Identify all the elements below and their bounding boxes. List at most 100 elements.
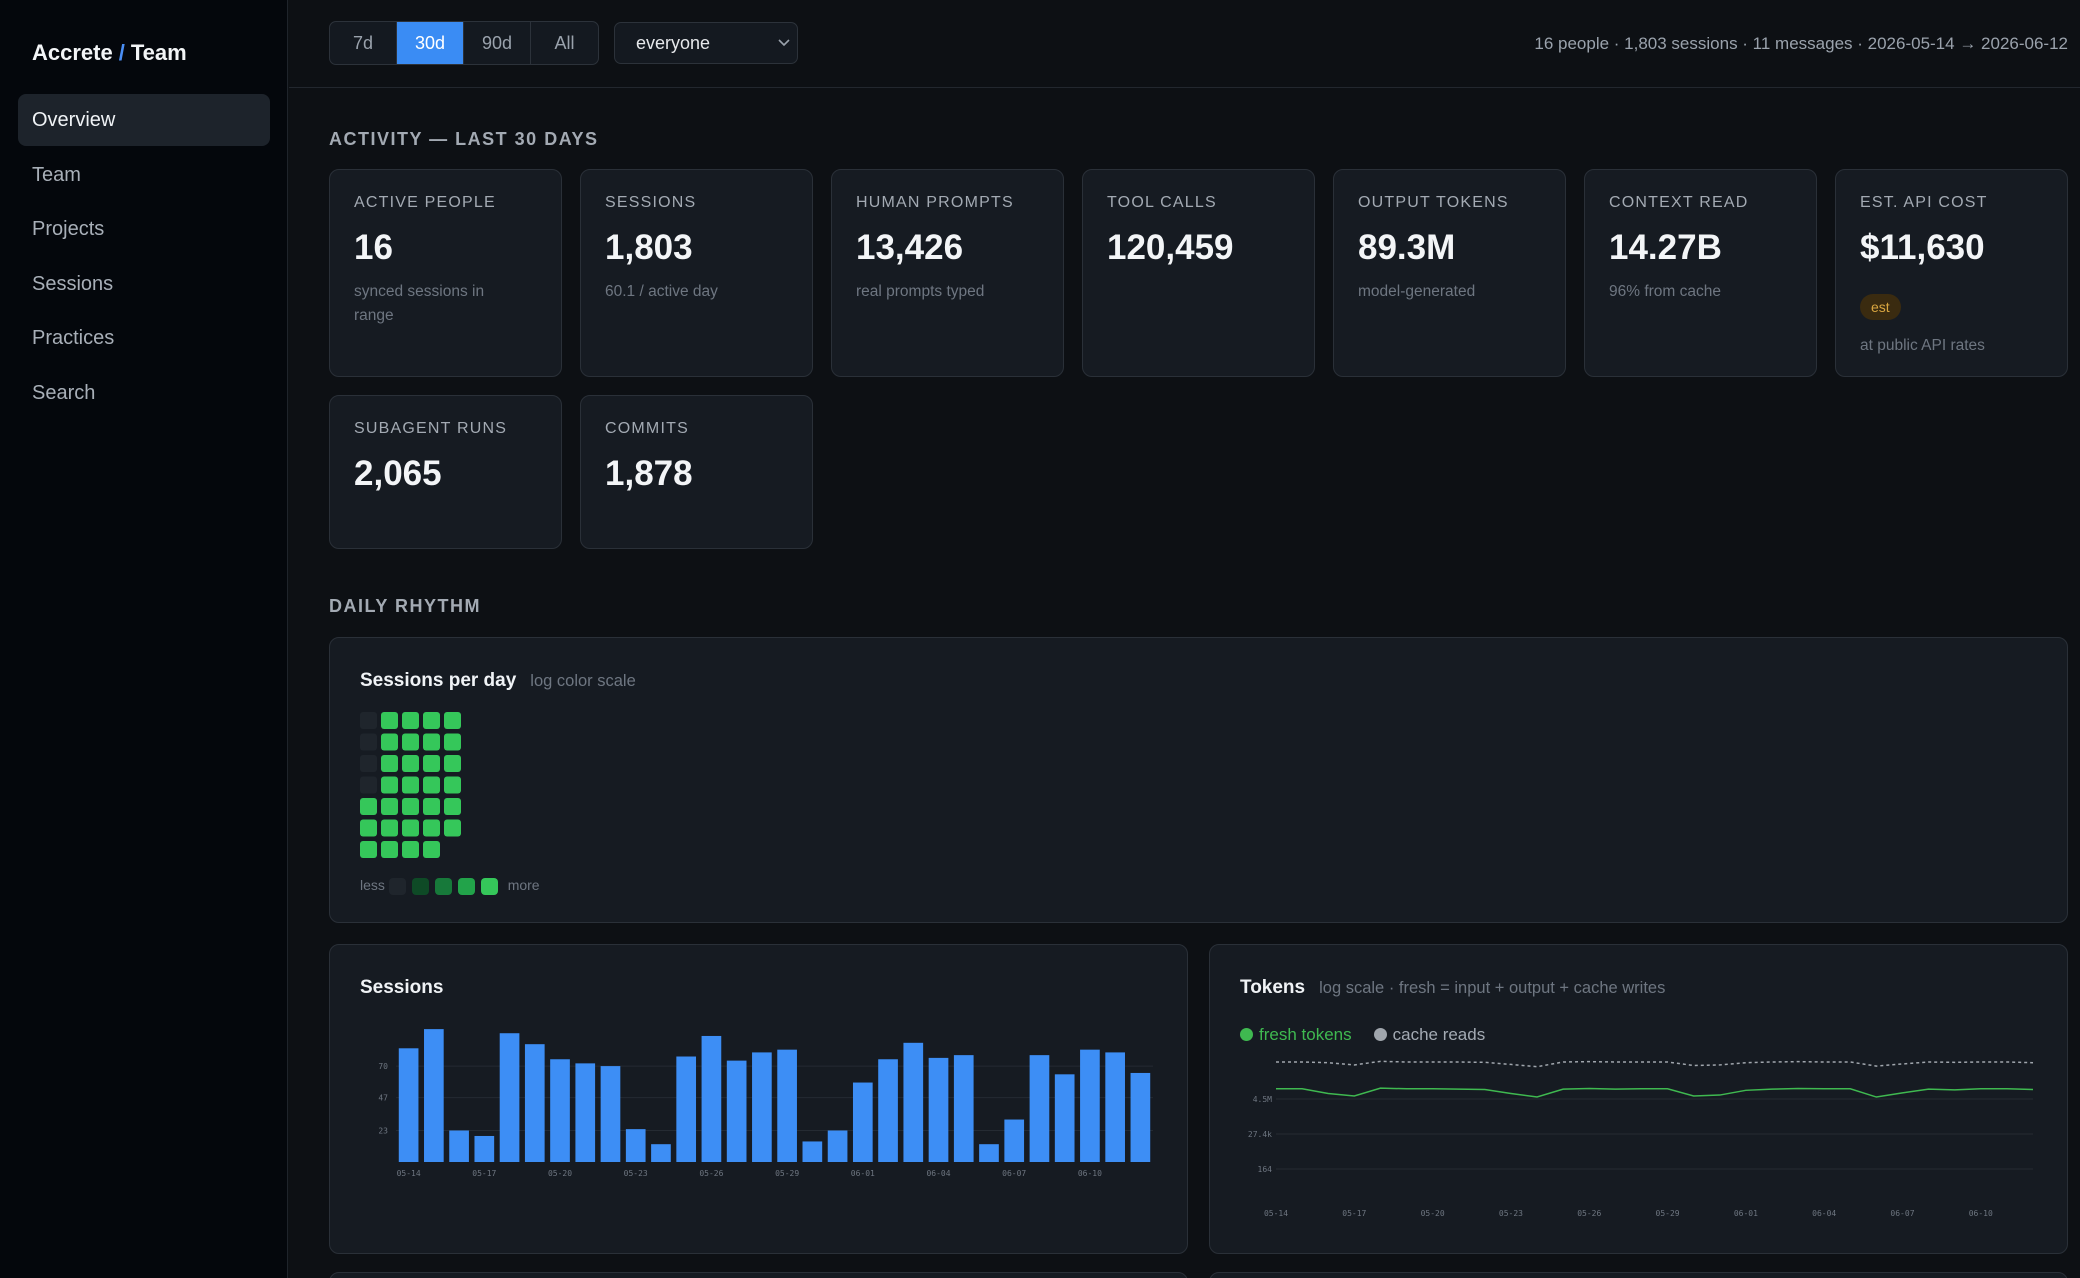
y-tick-label: 47	[378, 1094, 388, 1103]
heatmap-cell[interactable]	[402, 841, 419, 858]
legend-swatch	[457, 877, 475, 895]
cache-reads-line[interactable]	[1276, 1060, 2034, 1068]
stat-value: 1,878	[605, 454, 693, 493]
x-tick-label: 06-07	[1002, 1169, 1026, 1178]
session-bar[interactable]	[1105, 1052, 1125, 1162]
x-tick-label: 05-14	[397, 1169, 421, 1178]
range-30d-button[interactable]: 30d	[397, 22, 464, 64]
session-bar[interactable]	[524, 1044, 545, 1162]
session-bar[interactable]	[878, 1059, 898, 1162]
session-bar[interactable]	[676, 1056, 697, 1162]
session-bar[interactable]	[600, 1066, 621, 1162]
legend-more: more	[507, 877, 540, 893]
session-bar[interactable]	[1004, 1119, 1025, 1162]
session-bar[interactable]	[424, 1029, 444, 1162]
session-bar[interactable]	[499, 1033, 520, 1162]
session-bar[interactable]	[474, 1135, 495, 1162]
sidebar-item-sessions[interactable]: Sessions	[32, 272, 114, 295]
stat-card-sessions: SESSIONS 1,803 60.1 / active day	[580, 169, 813, 377]
stat-label: HUMAN PROMPTS	[856, 194, 1014, 211]
session-bar[interactable]	[752, 1052, 772, 1162]
sidebar-item-practices[interactable]: Practices	[32, 327, 115, 349]
heatmap-cell[interactable]	[423, 755, 440, 772]
session-bar[interactable]	[802, 1141, 823, 1162]
heatmap-cell[interactable]	[423, 712, 440, 729]
heatmap-cell[interactable]	[444, 755, 461, 772]
heatmap-cell[interactable]	[381, 733, 398, 751]
heatmap-cell[interactable]	[360, 819, 377, 837]
x-tick-label: 05-17	[472, 1169, 496, 1178]
session-bar[interactable]	[1080, 1049, 1100, 1162]
session-bar[interactable]	[928, 1057, 949, 1162]
sidebar-item-team[interactable]: Team	[32, 163, 81, 186]
heatmap-cell[interactable]	[423, 819, 440, 837]
heatmap-hint: log color scale	[530, 672, 636, 690]
sidebar-item-overview[interactable]: Overview	[18, 94, 270, 146]
stat-card-api-cost: EST. API COST $11,630 est at public API …	[1835, 169, 2068, 377]
heatmap-cell[interactable]	[381, 776, 398, 794]
heatmap-cell[interactable]	[402, 712, 419, 729]
stat-label: SUBAGENT RUNS	[354, 420, 508, 437]
heatmap-cell[interactable]	[381, 819, 398, 837]
heatmap-cell[interactable]	[381, 798, 398, 815]
session-bar[interactable]	[852, 1082, 873, 1162]
heatmap-cell[interactable]	[360, 798, 377, 815]
stat-card-commits: COMMITS 1,878	[580, 395, 813, 549]
session-bar[interactable]	[398, 1048, 419, 1162]
session-bar[interactable]	[777, 1049, 797, 1162]
heatmap-cell[interactable]	[423, 776, 440, 794]
y-tick-label: 164	[1258, 1165, 1273, 1174]
heatmap-cell[interactable]	[402, 819, 419, 837]
legend-less: less	[360, 877, 385, 893]
heatmap-cell[interactable]	[402, 733, 419, 751]
x-tick-label: 06-07	[1890, 1209, 1914, 1218]
range-90d-button[interactable]: 90d	[464, 22, 531, 64]
heatmap-cell[interactable]	[444, 798, 461, 815]
heatmap-cell[interactable]	[402, 755, 419, 772]
heatmap-cell[interactable]	[402, 776, 419, 794]
session-bar[interactable]	[827, 1130, 848, 1162]
heatmap-cell[interactable]	[444, 819, 461, 837]
session-bar[interactable]	[903, 1042, 924, 1162]
heatmap-cell[interactable]	[423, 798, 440, 815]
x-tick-label: 05-26	[1577, 1209, 1601, 1218]
fresh-tokens-line[interactable]	[1276, 1087, 2034, 1098]
session-bar[interactable]	[979, 1144, 999, 1162]
heatmap-cell[interactable]	[360, 755, 377, 772]
session-bar[interactable]	[651, 1144, 671, 1162]
sidebar-item-projects[interactable]: Projects	[32, 218, 105, 240]
heatmap-cell[interactable]	[381, 712, 398, 729]
range-all-button[interactable]: All	[554, 33, 575, 53]
session-bar[interactable]	[1054, 1074, 1075, 1162]
sidebar-item-search[interactable]: Search	[32, 381, 96, 404]
heatmap-cell[interactable]	[444, 712, 461, 729]
session-bar[interactable]	[701, 1035, 722, 1162]
heatmap-cell[interactable]	[402, 798, 419, 815]
brand-logo[interactable]: Accrete / Team	[32, 40, 187, 66]
heatmap-cell[interactable]	[360, 712, 377, 729]
heatmap-cell[interactable]	[360, 733, 377, 751]
tokens-hint: log scale · fresh = input + output + cac…	[1319, 979, 1666, 997]
legend-swatches	[388, 877, 504, 895]
people-filter-select[interactable]: everyone	[614, 22, 798, 64]
heatmap-cell[interactable]	[381, 841, 398, 858]
heatmap-cell[interactable]	[360, 776, 377, 794]
session-bar[interactable]	[953, 1055, 974, 1162]
session-bar[interactable]	[449, 1130, 469, 1162]
heatmap-cell[interactable]	[444, 733, 461, 751]
heatmap-cell[interactable]	[444, 776, 461, 794]
session-bar[interactable]	[625, 1129, 646, 1162]
heatmap-cell[interactable]	[360, 841, 377, 858]
range-7d-button[interactable]: 7d	[330, 22, 397, 64]
session-bar[interactable]	[1130, 1072, 1151, 1162]
sessions-heatmap	[360, 712, 461, 858]
session-bar[interactable]	[550, 1059, 570, 1162]
tokens-title-text: Tokens	[1240, 977, 1306, 998]
session-bar[interactable]	[1029, 1055, 1050, 1162]
heatmap-cell[interactable]	[381, 755, 398, 772]
session-bar[interactable]	[575, 1063, 596, 1162]
session-bar[interactable]	[726, 1060, 747, 1162]
y-tick-label: 23	[378, 1126, 388, 1135]
heatmap-cell[interactable]	[423, 841, 440, 858]
heatmap-cell[interactable]	[423, 733, 440, 751]
